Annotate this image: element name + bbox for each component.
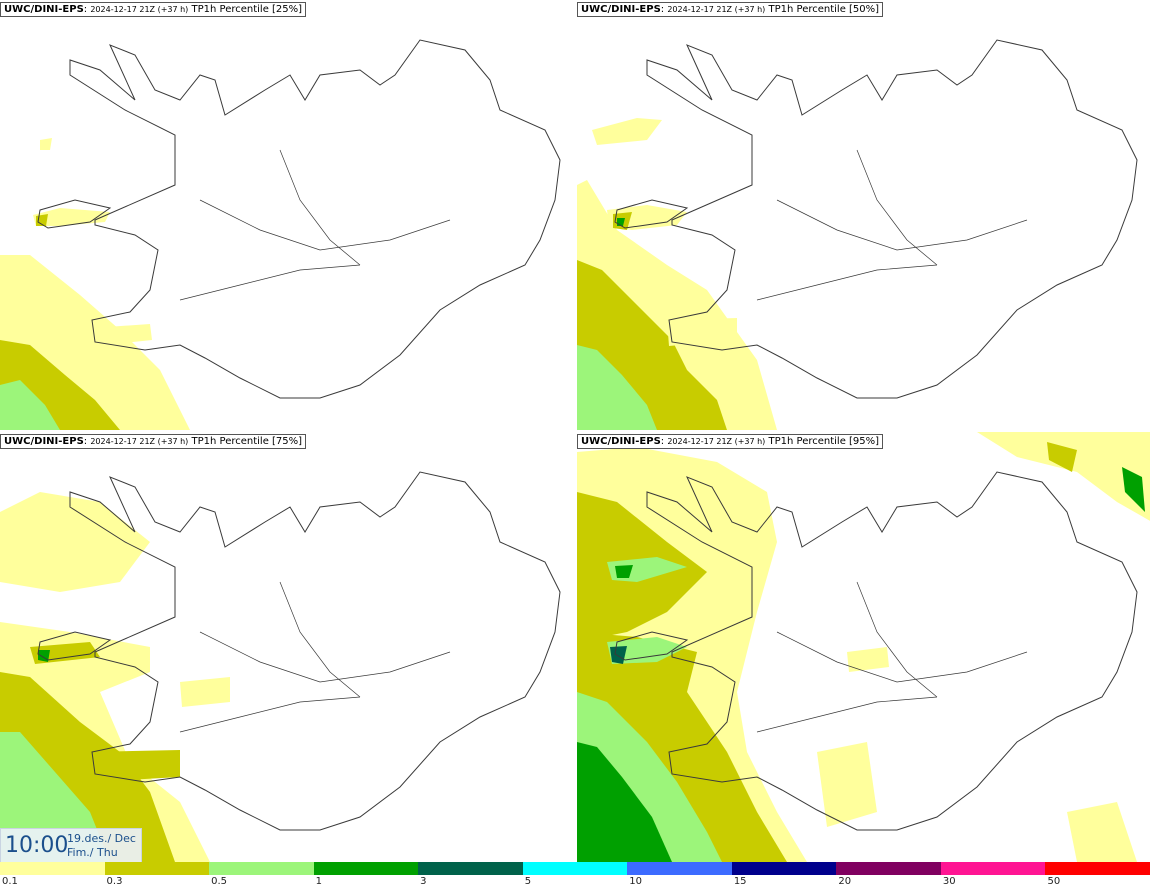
precip-blob [615, 565, 633, 578]
precip-blob [667, 318, 737, 346]
legend-swatch [940, 862, 1046, 875]
legend-swatch [104, 862, 210, 875]
precip-blob [1067, 802, 1137, 862]
legend-tick-label: 1 [315, 876, 322, 887]
valid-time-date: 19.des./ Dec [67, 832, 136, 845]
legend-colorbar [0, 862, 1150, 875]
legend-tick-label: 0.1 [2, 876, 18, 887]
legend-swatch [313, 862, 419, 875]
precip-blob [592, 118, 662, 145]
legend-tick-label: 15 [733, 876, 747, 887]
legend-swatch [731, 862, 837, 875]
precip-blob [1122, 467, 1145, 512]
precip-area-light [977, 432, 1150, 521]
legend-swatch [418, 862, 523, 875]
map-canvas-p50 [577, 39, 1138, 430]
panel-title: UWC/DINI-EPS: 2024-12-17 21Z (+37 h) TP1… [577, 434, 884, 449]
legend-swatch [0, 862, 105, 875]
precip-blob [610, 646, 627, 664]
panel-title: UWC/DINI-EPS: 2024-12-17 21Z (+37 h) TP1… [0, 434, 307, 449]
precip-blob [847, 647, 889, 672]
map-panel-p50: UWC/DINI-EPS: 2024-12-17 21Z (+37 h) TP1… [577, 0, 1150, 430]
legend-tick-label: 3 [420, 876, 427, 887]
precip-blob [180, 677, 230, 707]
precip-blob [1047, 442, 1077, 472]
valid-time-box: 10:00 19.des./ Dec Fim./ Thu [0, 828, 142, 864]
precip-blob [40, 138, 52, 150]
precip-area-heavy [577, 345, 657, 430]
legend-tick-label: 50 [1047, 876, 1061, 887]
precip-blob [92, 324, 152, 346]
map-panel-p75: UWC/DINI-EPS: 2024-12-17 21Z (+37 h) TP1… [0, 432, 575, 862]
legend-tick-label: 20 [838, 876, 852, 887]
panel-title: UWC/DINI-EPS: 2024-12-17 21Z (+37 h) TP1… [577, 2, 884, 17]
precip-blob [90, 750, 180, 782]
map-panel-p25: UWC/DINI-EPS: 2024-12-17 21Z (+37 h) TP1… [0, 0, 575, 430]
legend-tick-label: 30 [942, 876, 956, 887]
valid-time-day: Fim./ Thu [67, 846, 118, 859]
legend-swatch [836, 862, 941, 875]
precip-blob [817, 742, 877, 827]
valid-time-clock: 10:00 [5, 833, 69, 858]
map-canvas-p75 [0, 471, 561, 862]
legend-tick-label: 10 [629, 876, 642, 887]
iceland-coastline [37, 39, 561, 399]
map-canvas-p95 [577, 432, 1150, 862]
legend-tick-label: 0.5 [211, 876, 227, 887]
map-panel-p95: UWC/DINI-EPS: 2024-12-17 21Z (+37 h) TP1… [577, 432, 1150, 862]
legend-swatch [1045, 862, 1150, 875]
legend-tick-label: 5 [524, 876, 532, 887]
legend-swatch [627, 862, 732, 875]
panel-divider-horizontal [0, 430, 1150, 432]
precip-blob [607, 637, 687, 664]
precip-area-very-heavy [577, 742, 672, 862]
panel-title: UWC/DINI-EPS: 2024-12-17 21Z (+37 h) TP1… [0, 2, 307, 17]
precip-area-heavy [0, 380, 60, 430]
legend-ticks: 0.1 0.3 0.5 1 3 5 10 15 20 30 50 [0, 876, 1150, 890]
iceland-coastline [614, 39, 1138, 399]
legend-swatch [209, 862, 314, 875]
iceland-coastline [37, 471, 561, 831]
precip-area-light [0, 492, 150, 592]
iceland-coastline [614, 471, 1138, 831]
map-canvas-p25 [0, 39, 561, 430]
legend-tick-label: 0.3 [106, 876, 123, 887]
legend-swatch [522, 862, 628, 875]
